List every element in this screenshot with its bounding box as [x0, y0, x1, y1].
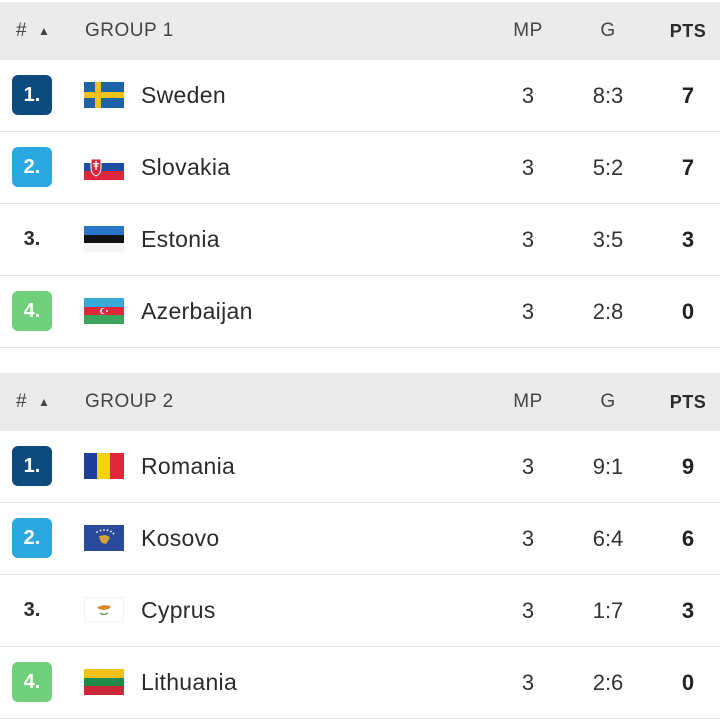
group-title: GROUP 2	[85, 391, 174, 412]
goals: 9:1	[592, 454, 624, 479]
matches-played: 3	[521, 670, 535, 695]
table-header: # ▲ GROUP 1 MP G PTS	[0, 2, 720, 60]
slovakia-flag-icon	[84, 154, 124, 180]
group-title: GROUP 1	[85, 20, 174, 41]
points: 0	[681, 670, 695, 695]
group-1-table: # ▲ GROUP 1 MP G PTS 1. Sweden 3 8:3 7 2…	[0, 2, 720, 348]
points: 3	[681, 227, 695, 252]
cyprus-flag-icon	[84, 597, 124, 623]
points: 7	[681, 155, 695, 180]
azerbaijan-flag-icon	[84, 298, 124, 324]
mp-column-header[interactable]: MP	[513, 391, 543, 412]
rank-badge: 2.	[12, 518, 52, 558]
table-row[interactable]: 2. Kosovo 3 6:4 6	[0, 503, 720, 575]
rank-badge: 1.	[12, 446, 52, 486]
table-row[interactable]: 2. Slovakia 3 5:2 7	[0, 132, 720, 204]
table-row[interactable]: 1. Romania 3 9:1 9	[0, 431, 720, 503]
rank-badge: 4.	[12, 662, 52, 702]
points: 9	[681, 454, 695, 479]
rank-column-header[interactable]: #	[16, 20, 28, 41]
matches-played: 3	[521, 454, 535, 479]
table-row[interactable]: 4. Azerbaijan 3 2:8 0	[0, 276, 720, 348]
rank-column-header[interactable]: #	[16, 391, 28, 412]
pts-column-header[interactable]: PTS	[669, 392, 707, 412]
table-row[interactable]: 4. Lithuania 3 2:6 0	[0, 647, 720, 719]
team-name[interactable]: Slovakia	[141, 154, 231, 180]
rank-badge: 1.	[12, 75, 52, 115]
table-row[interactable]: 3. Estonia 3 3:5 3	[0, 204, 720, 276]
table-row[interactable]: 3. Cyprus 3 1:7 3	[0, 575, 720, 647]
group-divider	[0, 348, 720, 373]
matches-played: 3	[521, 526, 535, 551]
goals: 5:2	[592, 155, 624, 180]
matches-played: 3	[521, 83, 535, 108]
team-name[interactable]: Sweden	[141, 82, 226, 108]
estonia-flag-icon	[84, 226, 124, 252]
rank-badge: 3.	[23, 599, 41, 621]
triangle-up-icon[interactable]: ▲	[38, 24, 51, 38]
team-name[interactable]: Azerbaijan	[141, 298, 253, 324]
team-name[interactable]: Cyprus	[141, 597, 216, 623]
mp-column-header[interactable]: MP	[513, 20, 543, 41]
points: 6	[681, 526, 695, 551]
team-name[interactable]: Estonia	[141, 226, 220, 252]
matches-played: 3	[521, 299, 535, 324]
rank-badge: 3.	[23, 228, 41, 250]
team-name[interactable]: Romania	[141, 453, 236, 479]
table-header: # ▲ GROUP 2 MP G PTS	[0, 373, 720, 431]
triangle-up-icon[interactable]: ▲	[38, 395, 51, 409]
goals: 2:8	[592, 299, 624, 324]
team-name[interactable]: Lithuania	[141, 669, 238, 695]
goals: 1:7	[592, 598, 624, 623]
lithuania-flag-icon	[84, 669, 124, 695]
rank-badge: 4.	[12, 291, 52, 331]
table-row[interactable]: 1. Sweden 3 8:3 7	[0, 60, 720, 132]
points: 0	[681, 299, 695, 324]
sweden-flag-icon	[84, 82, 124, 108]
matches-played: 3	[521, 155, 535, 180]
goals-column-header[interactable]: G	[600, 20, 616, 41]
goals: 3:5	[592, 227, 624, 252]
matches-played: 3	[521, 227, 535, 252]
goals: 2:6	[592, 670, 624, 695]
rank-badge: 2.	[12, 147, 52, 187]
group-2-table: # ▲ GROUP 2 MP G PTS 1. Romania 3 9:1 9 …	[0, 373, 720, 719]
pts-column-header[interactable]: PTS	[669, 21, 707, 41]
romania-flag-icon	[84, 453, 124, 479]
goals: 8:3	[592, 83, 624, 108]
team-name[interactable]: Kosovo	[141, 525, 220, 551]
goals-column-header[interactable]: G	[600, 391, 616, 412]
points: 3	[681, 598, 695, 623]
points: 7	[681, 83, 695, 108]
goals: 6:4	[592, 526, 624, 551]
kosovo-flag-icon	[84, 525, 124, 551]
matches-played: 3	[521, 598, 535, 623]
